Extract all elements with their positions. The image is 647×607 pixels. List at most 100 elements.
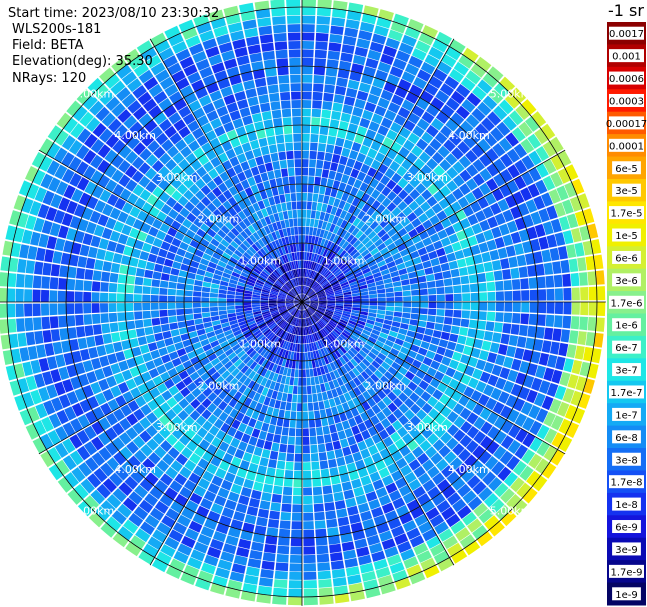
beta-gate — [307, 278, 311, 287]
beta-gate — [419, 308, 428, 315]
beta-gate — [335, 258, 344, 266]
beta-gate — [413, 158, 425, 170]
beta-gate — [338, 335, 346, 344]
beta-gate — [477, 320, 487, 330]
beta-gate — [373, 170, 384, 182]
beta-gate — [504, 291, 513, 301]
beta-gate — [551, 369, 563, 384]
beta-gate — [387, 228, 397, 237]
beta-gate — [323, 212, 330, 222]
beta-gate — [452, 351, 462, 362]
beta-gate — [398, 189, 409, 200]
beta-gate — [506, 179, 519, 194]
beta-gate — [310, 142, 318, 151]
beta-gate — [321, 221, 328, 230]
beta-gate — [541, 340, 552, 353]
beta-gate — [318, 277, 326, 284]
beta-gate — [386, 261, 396, 269]
beta-gate — [308, 292, 316, 298]
beta-gate — [328, 275, 336, 282]
beta-gate — [317, 293, 326, 297]
beta-gate — [422, 373, 434, 384]
beta-gate — [364, 227, 373, 236]
beta-gate — [402, 387, 413, 397]
beta-gate — [315, 274, 322, 282]
beta-gate — [367, 93, 380, 105]
beta-gate — [340, 229, 348, 238]
beta-gate — [486, 440, 500, 455]
beta-gate — [318, 295, 327, 299]
beta-gate — [402, 341, 412, 350]
beta-gate — [308, 291, 315, 297]
beta-gate — [368, 290, 377, 295]
beta-gate — [358, 261, 367, 268]
beta-gate — [443, 205, 455, 217]
beta-gate — [314, 263, 319, 272]
beta-gate — [352, 298, 361, 302]
beta-gate — [343, 329, 351, 337]
beta-gate — [355, 242, 364, 251]
colorbar-label: 1e-6 — [615, 321, 638, 332]
beta-gate — [330, 264, 338, 272]
beta-gate — [479, 168, 492, 182]
beta-gate — [317, 264, 323, 273]
beta-gate — [313, 75, 325, 84]
beta-gate — [434, 131, 448, 145]
beta-gate — [309, 218, 315, 227]
beta-gate — [512, 290, 521, 301]
beta-gate — [512, 191, 525, 205]
beta-gate — [321, 169, 330, 178]
beta-gate — [343, 254, 352, 263]
beta-gate — [318, 303, 327, 306]
beta-gate — [346, 194, 355, 204]
beta-gate — [446, 180, 458, 192]
beta-gate — [310, 302, 319, 304]
beta-gate — [549, 398, 562, 414]
beta-gate — [444, 348, 454, 359]
beta-gate — [428, 308, 437, 316]
beta-gate — [381, 361, 391, 371]
beta-gate — [541, 123, 556, 140]
beta-gate — [366, 206, 376, 217]
beta-gate — [444, 76, 460, 90]
beta-gate — [357, 320, 366, 326]
beta-gate — [318, 302, 327, 305]
beta-gate — [415, 183, 427, 194]
beta-gate — [387, 366, 398, 376]
beta-gate — [563, 287, 572, 301]
beta-gate — [399, 273, 409, 281]
beta-gate — [398, 78, 412, 91]
beta-gate — [360, 305, 369, 309]
beta-gate — [401, 159, 413, 171]
beta-gate — [404, 259, 414, 268]
beta-gate — [323, 285, 332, 291]
beta-gate — [420, 295, 428, 302]
beta-gate — [335, 326, 343, 334]
beta-gate — [449, 39, 466, 54]
beta-gate — [344, 296, 352, 300]
beta-gate — [347, 322, 356, 329]
beta-gate — [326, 324, 333, 332]
beta-gate — [329, 277, 337, 284]
beta-gate — [500, 488, 515, 504]
beta-gate — [309, 296, 318, 300]
colorbar-label: 1.7e-7 — [610, 388, 642, 399]
beta-gate — [318, 306, 326, 310]
beta-gate — [479, 219, 491, 232]
beta-gate — [463, 226, 475, 238]
beta-gate — [403, 296, 412, 302]
beta-gate — [415, 353, 425, 363]
beta-gate — [302, 296, 308, 302]
beta-gate — [371, 159, 381, 170]
beta-gate — [308, 290, 314, 297]
beta-gate — [514, 159, 528, 175]
beta-gate — [320, 318, 327, 326]
beta-gate — [493, 445, 507, 460]
beta-gate — [332, 215, 339, 225]
beta-gate — [332, 314, 341, 319]
beta-gate — [339, 210, 348, 219]
beta-gate — [317, 276, 324, 284]
beta-gate — [320, 267, 327, 275]
beta-gate — [486, 281, 496, 292]
